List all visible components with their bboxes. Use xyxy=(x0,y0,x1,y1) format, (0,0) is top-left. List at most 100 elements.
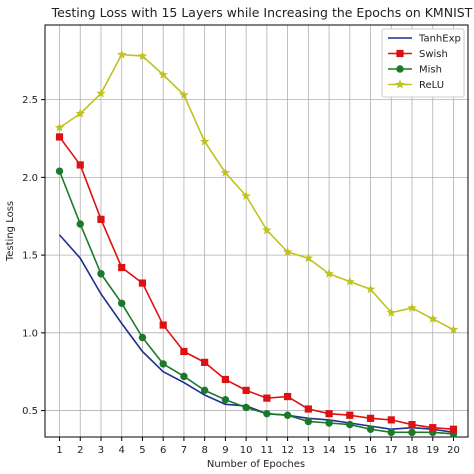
x-tick-label: 4 xyxy=(119,445,125,456)
data-point-swish xyxy=(325,410,333,418)
data-point-mish xyxy=(118,299,126,307)
x-tick-label: 9 xyxy=(222,445,228,456)
data-point-relu xyxy=(199,136,210,146)
x-tick-label: 16 xyxy=(364,445,377,456)
y-tick-label: 2.0 xyxy=(22,173,38,184)
data-point-mish xyxy=(138,333,147,342)
data-point-relu xyxy=(448,324,459,334)
data-point-mish xyxy=(221,395,230,404)
x-tick-label: 11 xyxy=(261,445,274,456)
data-point-swish xyxy=(366,414,375,422)
chart-title: Testing Loss with 15 Layers while Increa… xyxy=(51,5,473,20)
legend-label-swish: Swish xyxy=(419,49,448,60)
data-point-relu xyxy=(54,122,65,132)
data-point-relu xyxy=(282,246,293,257)
x-tick-label: 12 xyxy=(281,445,294,456)
data-point-relu xyxy=(241,191,251,201)
data-point-swish xyxy=(221,375,229,384)
data-point-relu xyxy=(137,51,148,61)
x-axis-title: Number of Epoches xyxy=(207,459,305,470)
legend-label-relu: ReLU xyxy=(419,80,444,91)
series-line-relu xyxy=(59,53,454,331)
data-point-swish xyxy=(284,392,292,401)
data-point-swish xyxy=(159,321,167,329)
data-point-mish xyxy=(242,403,250,412)
legend-marker-swish xyxy=(396,49,404,58)
data-point-swish xyxy=(449,425,458,433)
x-tick-label: 15 xyxy=(343,445,356,456)
legend-label-mish: Mish xyxy=(419,65,442,76)
series-line-swish xyxy=(58,136,454,431)
data-point-relu xyxy=(427,313,438,323)
data-point-mish xyxy=(366,425,375,433)
x-tick-label: 19 xyxy=(426,445,439,456)
x-tick-label: 8 xyxy=(201,445,207,456)
x-tick-label: 20 xyxy=(447,445,460,456)
data-point-swish xyxy=(263,394,271,402)
x-tick-label: 5 xyxy=(139,445,145,456)
data-point-relu xyxy=(75,108,86,118)
data-point-relu xyxy=(179,89,189,100)
data-point-swish xyxy=(242,386,250,394)
data-point-mish xyxy=(325,419,333,427)
series-markers xyxy=(54,49,459,438)
x-tick-label: 10 xyxy=(240,445,253,456)
data-point-mish xyxy=(180,372,188,381)
data-point-mish xyxy=(97,270,105,278)
x-tick-label: 1 xyxy=(56,445,62,456)
grid xyxy=(45,25,468,437)
x-tick-label: 18 xyxy=(406,445,419,456)
data-point-mish xyxy=(263,409,271,418)
plot-area xyxy=(44,24,469,438)
data-point-mish xyxy=(76,220,84,228)
data-point-mish xyxy=(55,167,64,175)
data-point-relu xyxy=(324,268,334,278)
data-point-relu xyxy=(158,69,168,79)
data-point-swish xyxy=(138,279,147,287)
data-point-mish xyxy=(346,420,354,429)
x-tick-label: 6 xyxy=(160,445,166,456)
data-point-mish xyxy=(200,386,209,395)
data-point-relu xyxy=(262,225,272,235)
data-point-mish xyxy=(304,417,313,426)
x-tick-label: 7 xyxy=(181,445,187,456)
data-point-swish xyxy=(201,358,209,366)
data-point-swish xyxy=(387,416,395,424)
data-point-mish xyxy=(408,428,416,437)
data-point-relu xyxy=(220,167,231,177)
data-point-relu xyxy=(303,253,314,263)
data-point-mish xyxy=(159,360,167,368)
legend-marker-relu xyxy=(395,79,405,89)
legend-label-tanhexp: TanhExp xyxy=(418,34,461,45)
data-point-relu xyxy=(96,88,106,98)
y-tick-label: 1.5 xyxy=(22,251,38,262)
data-point-relu xyxy=(116,49,127,59)
data-point-relu xyxy=(345,276,355,286)
y-axis-title: Testing Loss xyxy=(5,201,16,262)
y-tick-label: 1.0 xyxy=(22,328,38,339)
data-point-swish xyxy=(346,411,354,419)
series-lines xyxy=(58,53,454,435)
data-point-swish xyxy=(55,133,64,141)
y-tick-label: 0.5 xyxy=(22,406,38,417)
legend: TanhExp Swish Mish ReLU xyxy=(381,28,465,98)
data-point-mish xyxy=(283,411,292,419)
x-tick-label: 2 xyxy=(77,445,83,456)
x-tick-label: 14 xyxy=(323,445,336,456)
x-tick-label: 13 xyxy=(302,445,315,456)
data-point-swish xyxy=(76,161,84,169)
axis-ticks: 1 2 3 4 5 6 7 8 9 10 11 12 13 14 15 16 17 18 19 200.51.01.5… xyxy=(22,95,460,456)
data-point-swish xyxy=(118,263,126,272)
legend-marker-mish xyxy=(396,65,404,73)
data-point-swish xyxy=(408,420,416,429)
data-point-relu xyxy=(407,302,417,312)
y-tick-label: 2.5 xyxy=(22,95,38,106)
data-point-mish xyxy=(387,428,395,437)
data-point-swish xyxy=(429,424,437,432)
data-point-swish xyxy=(97,215,105,223)
data-point-relu xyxy=(386,307,397,317)
data-point-swish xyxy=(304,405,312,413)
x-tick-label: 17 xyxy=(385,445,398,456)
x-tick-label: 3 xyxy=(98,445,104,456)
